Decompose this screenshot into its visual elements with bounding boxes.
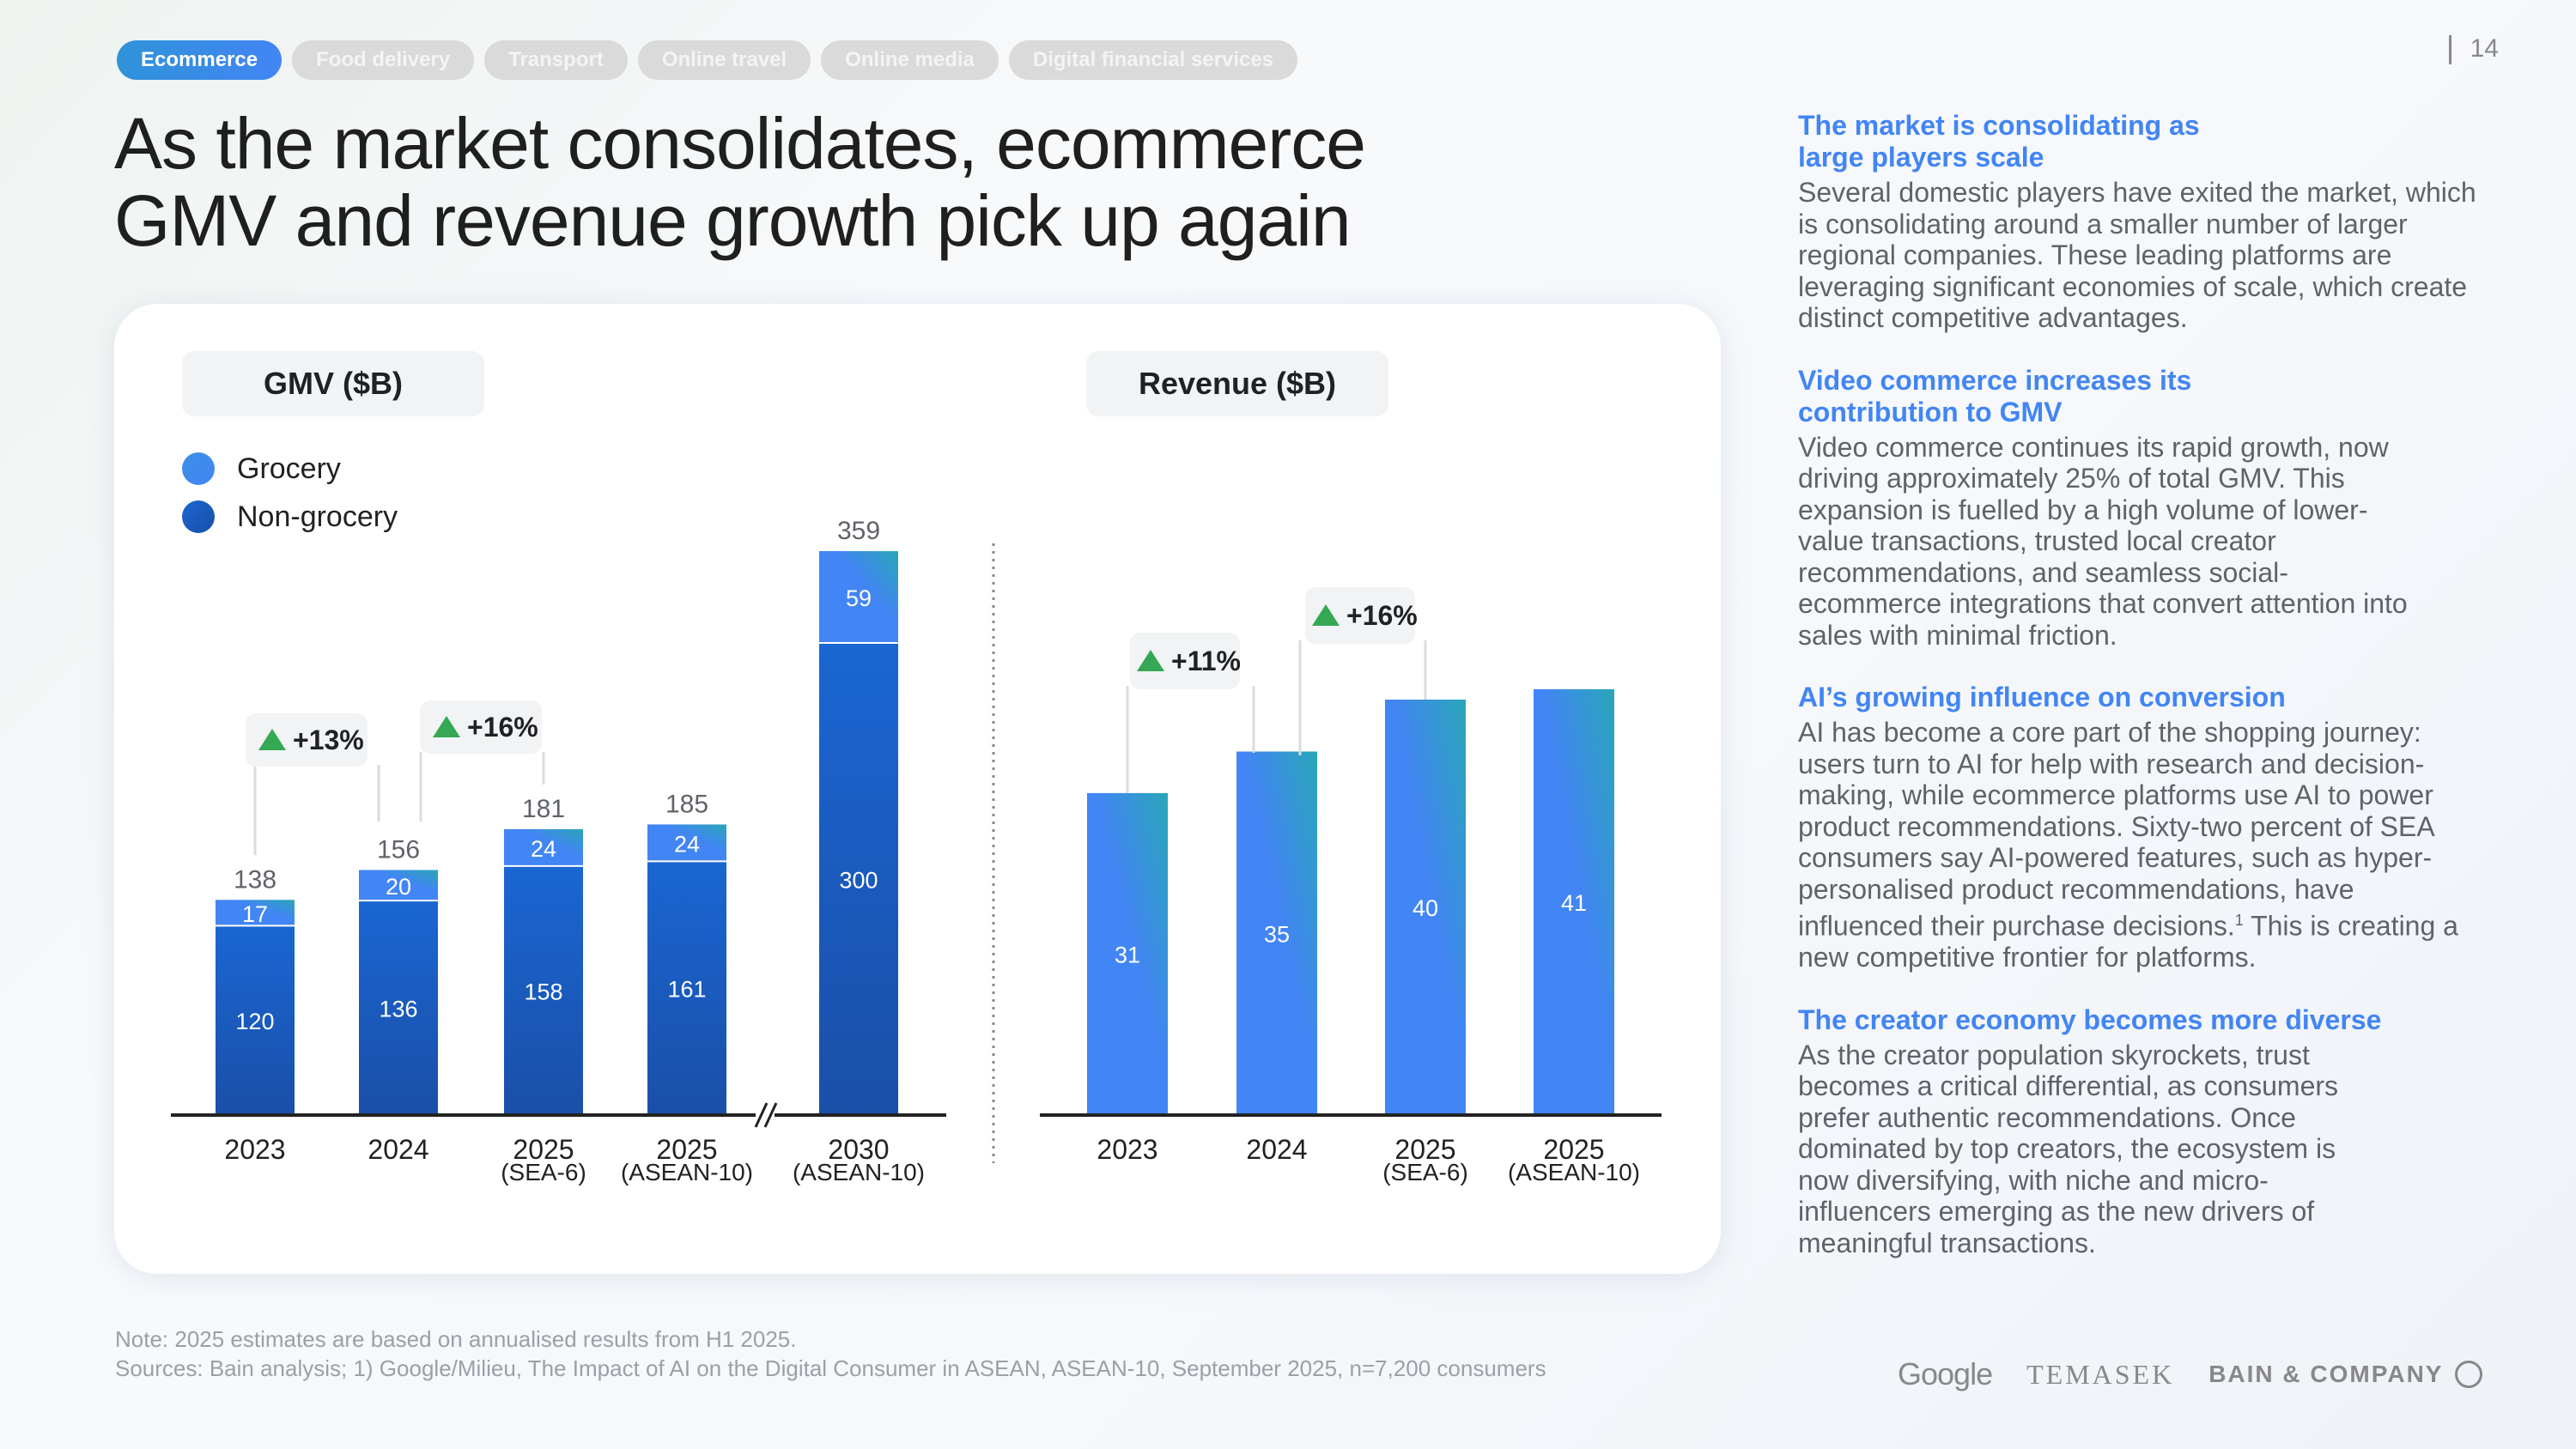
insight-body: AI has become a core part of the shoppin… [1798,717,2485,973]
legend-dot-non-grocery [182,500,215,533]
gmv-legend: Grocery Non-grocery [182,445,398,541]
revenue-chart-title: Revenue ($B) [1086,351,1388,416]
insight-consolidation: The market is consolidating as large pla… [1798,110,2485,334]
legend-item-grocery: Grocery [182,445,398,493]
tab-food-delivery[interactable]: Food delivery [292,40,475,80]
insight-body-text-cont: This is creating a new competitive front… [1798,910,2458,973]
google-logo: Google [1898,1356,1993,1391]
insight-body: Several domestic players have exited the… [1798,177,2476,333]
insight-video-commerce: Video commerce increases its contributio… [1798,365,2485,652]
tab-online-travel[interactable]: Online travel [637,40,811,80]
sources-text: Sources: Bain analysis; 1) Google/Milieu… [115,1355,1546,1381]
page-title-line-1: As the market consolidates, ecommerce [114,103,1366,184]
insight-body: Video commerce continues its rapid growt… [1798,431,2408,651]
insight-heading: The market is consolidating as large pla… [1798,110,2200,173]
insight-ai-influence: AI’s growing influence on conversion AI … [1798,682,2485,973]
bain-logo: BAIN & COMPANY [2208,1361,2483,1388]
insights-column: The market is consolidating as large pla… [1798,110,2485,1289]
legend-label-non-grocery: Non-grocery [237,500,398,533]
tab-online-media[interactable]: Online media [821,40,999,80]
page-number-value: 14 [2470,34,2499,63]
footnote-marker: 1 [2234,912,2244,929]
insight-creator-economy: The creator economy becomes more diverse… [1798,1004,2485,1259]
insight-body-text: AI has become a core part of the shoppin… [1798,717,2433,942]
bain-logo-text: BAIN & COMPANY [2208,1361,2444,1387]
temasek-logo: TEMASEK [2026,1358,2175,1390]
legend-item-non-grocery: Non-grocery [182,493,398,541]
legend-label-grocery: Grocery [237,452,341,485]
gmv-chart-title: GMV ($B) [182,351,484,416]
page-number: 14 [2448,34,2499,65]
page-title: As the market consolidates, ecommerce GM… [114,105,1574,259]
bain-logo-mark-icon [2455,1361,2483,1388]
insight-heading: AI’s growing influence on conversion [1798,682,2286,712]
tab-ecommerce[interactable]: Ecommerce [117,40,283,80]
page-number-divider [2448,35,2451,65]
legend-dot-grocery [182,452,215,485]
insight-heading: The creator economy becomes more diverse [1798,1003,2382,1035]
page-title-line-2: GMV and revenue growth pick up again [114,180,1352,261]
partner-logos: Google TEMASEK BAIN & COMPANY [1898,1356,2483,1392]
insight-heading: Video commerce increases its contributio… [1798,364,2192,427]
footnotes: Note: 2025 estimates are based on annual… [115,1325,1546,1383]
insight-body: As the creator population skyrockets, tr… [1798,1039,2339,1258]
tab-digital-financial-services[interactable]: Digital financial services [1008,40,1298,80]
section-tabs: Ecommerce Food delivery Transport Online… [117,40,1298,80]
note-text: Note: 2025 estimates are based on annual… [115,1326,797,1352]
tab-transport[interactable]: Transport [484,40,628,80]
